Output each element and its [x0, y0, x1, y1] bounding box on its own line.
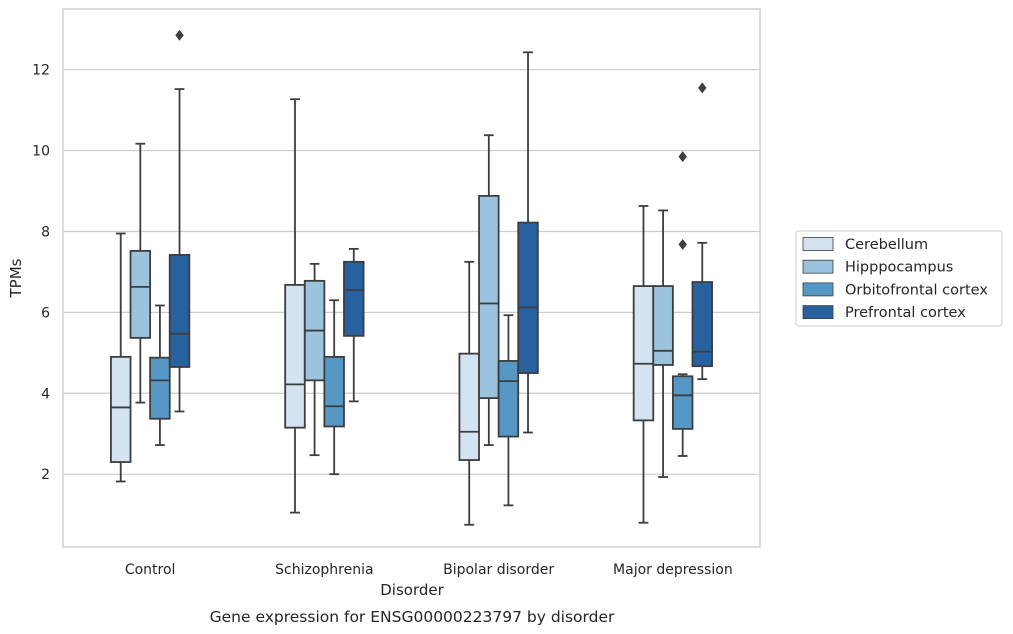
legend: Cerebellum Hipppocampus Orbitofrontal cort… [795, 230, 1003, 327]
box-body [458, 352, 480, 461]
y-tick-label: 8 [41, 224, 50, 240]
box-body [652, 285, 674, 366]
box-body [149, 356, 171, 420]
boxes-layer [110, 29, 713, 526]
box-body [691, 281, 713, 368]
box-group [517, 51, 539, 434]
box-group [458, 260, 480, 526]
x-tick-label: Major depression [613, 562, 733, 578]
box-body [632, 285, 655, 422]
outlier-point [678, 151, 687, 163]
legend-label: Cerebellum [845, 237, 928, 253]
box-body [478, 194, 500, 400]
box-body [168, 254, 191, 368]
legend-swatch [802, 305, 834, 320]
box-group [149, 304, 171, 446]
box-group [497, 314, 520, 507]
y-tick-label: 10 [32, 144, 50, 160]
box-body [343, 260, 365, 337]
legend-swatch [802, 237, 834, 251]
legend-swatch [802, 259, 834, 274]
box-group [129, 142, 152, 404]
y-tick-label: 4 [41, 386, 50, 402]
outlier-point [698, 82, 707, 94]
x-tick-labels: Control Schizophrenia Bipolar disorder Majo… [125, 562, 733, 578]
y-tick-label: 2 [41, 467, 50, 483]
outlier-point [678, 238, 687, 250]
legend-label: Hipppocampus [845, 260, 953, 276]
box-body [323, 355, 345, 428]
box-group [691, 82, 713, 381]
legend-swatch [802, 282, 834, 297]
box-body [129, 249, 152, 339]
legend-frame [795, 230, 1003, 327]
y-axis-label: TPMs [7, 258, 25, 298]
box-group [343, 247, 365, 403]
y-tick-label: 6 [41, 305, 50, 321]
y-tick-label: 12 [32, 63, 50, 79]
outlier-point [175, 29, 184, 41]
box-body [110, 355, 132, 463]
box-group [303, 262, 326, 457]
box-body [284, 283, 306, 429]
box-group [323, 299, 345, 476]
plot-frame [62, 8, 761, 548]
x-tick-label: Schizophrenia [275, 562, 373, 578]
chart-caption: Gene expression for ENSG00000223797 by d… [210, 608, 615, 626]
box-group [478, 134, 500, 446]
box-group [284, 98, 306, 514]
box-group [671, 151, 694, 457]
box-group [652, 209, 674, 478]
x-axis-label: Disorder [380, 581, 444, 599]
x-tick-label: Bipolar disorder [443, 562, 554, 578]
box-group [632, 205, 655, 524]
legend-label: Orbitofrontal cortex [845, 282, 988, 298]
box-body [517, 221, 539, 374]
x-tick-label: Control [125, 562, 176, 578]
legend-label: Prefrontal cortex [845, 305, 966, 321]
y-tick-labels: 2 4 6 8 10 12 [32, 63, 50, 484]
box-group [168, 29, 191, 413]
box-body [497, 360, 520, 438]
box-group [110, 232, 132, 483]
box-body [671, 375, 694, 430]
